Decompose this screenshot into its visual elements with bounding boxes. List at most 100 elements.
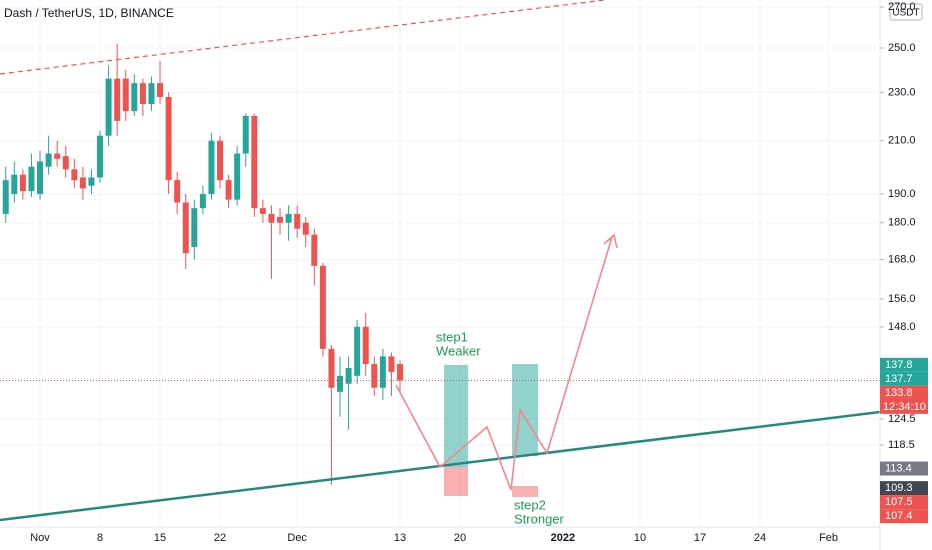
x-tick-label: 15 <box>154 532 166 544</box>
step1-risk-box <box>444 467 468 496</box>
step1-label: Weaker <box>436 343 481 358</box>
step1-label: step1 <box>436 329 468 344</box>
step2-risk-box <box>512 486 538 497</box>
plot <box>0 43 880 485</box>
x-tick-label: Feb <box>819 532 838 544</box>
x-tick-label: 8 <box>97 532 103 544</box>
price-tag-label: 137.7 <box>885 373 913 385</box>
candle-body <box>345 367 352 384</box>
price-tag <box>880 461 928 476</box>
y-tick-label: 270.0 <box>888 1 916 13</box>
candle-body <box>397 364 404 381</box>
price-tag <box>880 481 928 496</box>
y-tick-label: 180.0 <box>888 217 916 229</box>
candle-body <box>388 356 395 372</box>
x-tick-label: 20 <box>454 532 466 544</box>
x-tick-label: 22 <box>214 532 226 544</box>
candle-body <box>114 78 121 121</box>
candle-body <box>157 83 164 97</box>
candle-body <box>302 222 309 235</box>
y-tick-label: 124.5 <box>888 413 916 425</box>
grid <box>0 0 880 527</box>
candle-body <box>208 140 215 194</box>
x-tick-label: 10 <box>634 532 646 544</box>
candle-body <box>62 156 69 170</box>
candle-body <box>285 213 292 223</box>
candle-body <box>319 265 326 349</box>
x-tick-label: 2022 <box>551 532 575 544</box>
countdown-label: 12:34:10 <box>883 401 926 413</box>
price-tag <box>880 385 928 414</box>
price-tag-label: 137.8 <box>885 359 913 371</box>
projection-path <box>395 236 613 491</box>
candle-body <box>234 153 241 200</box>
candle-body <box>11 174 18 194</box>
candle-body <box>165 96 172 181</box>
candle-body <box>174 180 181 203</box>
candle-body <box>354 326 361 376</box>
candle-body <box>54 153 61 159</box>
price-tag-label: 107.4 <box>885 510 913 522</box>
candle-body <box>2 180 9 214</box>
candle-body <box>79 177 86 189</box>
price-tag-label: 133.8 <box>885 387 913 399</box>
price-tag-label: 113.4 <box>885 462 912 474</box>
candle-body <box>379 356 386 388</box>
y-tick-label: 118.5 <box>888 439 915 451</box>
candle-body <box>88 177 95 186</box>
price-tag <box>880 509 928 524</box>
price-tag <box>880 371 928 386</box>
currency-box <box>889 3 923 21</box>
y-tick-label: 168.0 <box>888 253 916 265</box>
candle-body <box>225 180 232 200</box>
x-tick-label: 17 <box>694 532 706 544</box>
candle-body <box>311 234 318 266</box>
candle-body <box>277 216 284 223</box>
candle-body <box>19 174 26 192</box>
projection-arrow <box>603 233 618 249</box>
candle-body <box>337 375 344 392</box>
price-tag-label: 109.3 <box>885 482 913 494</box>
symbol-title: Dash / TetherUS, 1D, BINANCE <box>4 6 174 20</box>
y-tick-label: 148.0 <box>888 321 916 333</box>
candle-body <box>259 208 266 214</box>
candle-body <box>217 140 224 181</box>
y-tick-label: 230.0 <box>888 86 916 98</box>
y-tick-label: 156.0 <box>888 293 916 305</box>
candle-body <box>28 166 35 192</box>
candle-body <box>71 169 78 181</box>
candle-body <box>45 153 52 167</box>
step2-label: Stronger <box>514 511 565 526</box>
candle-body <box>148 83 155 105</box>
candle-body <box>122 78 129 112</box>
y-tick-label: 190.0 <box>888 188 916 200</box>
candle-body <box>105 78 112 136</box>
price-tag-label: 107.5 <box>885 496 913 508</box>
candle-body <box>199 193 206 209</box>
step1-box <box>444 365 468 467</box>
x-tick-label: 24 <box>754 532 766 544</box>
candle-body <box>294 213 301 229</box>
price-tag <box>880 357 928 372</box>
resistance-line <box>0 0 606 75</box>
price-tags: 137.8 137.7 133.8 12:34:10 113.4 109.3 107.5 10… <box>880 357 928 524</box>
candle-body <box>37 161 44 194</box>
candle-body <box>242 115 249 154</box>
y-tick-label: 210.0 <box>888 135 916 147</box>
candle-body <box>371 364 378 388</box>
candle-body <box>268 213 275 223</box>
candle-body <box>97 135 104 178</box>
currency-label: USDT <box>892 8 919 19</box>
candle-body <box>362 326 369 365</box>
x-tick-label: Nov <box>30 532 50 544</box>
candle-body <box>139 83 146 105</box>
candle-body <box>328 348 335 388</box>
y-tick-label: 250.0 <box>888 42 916 54</box>
candle-body <box>191 208 198 247</box>
x-tick-label: 13 <box>394 532 406 544</box>
candle-body <box>251 115 258 209</box>
price-tag <box>880 495 928 510</box>
x-tick-label: Dec <box>287 532 307 544</box>
candle-body <box>182 202 189 254</box>
